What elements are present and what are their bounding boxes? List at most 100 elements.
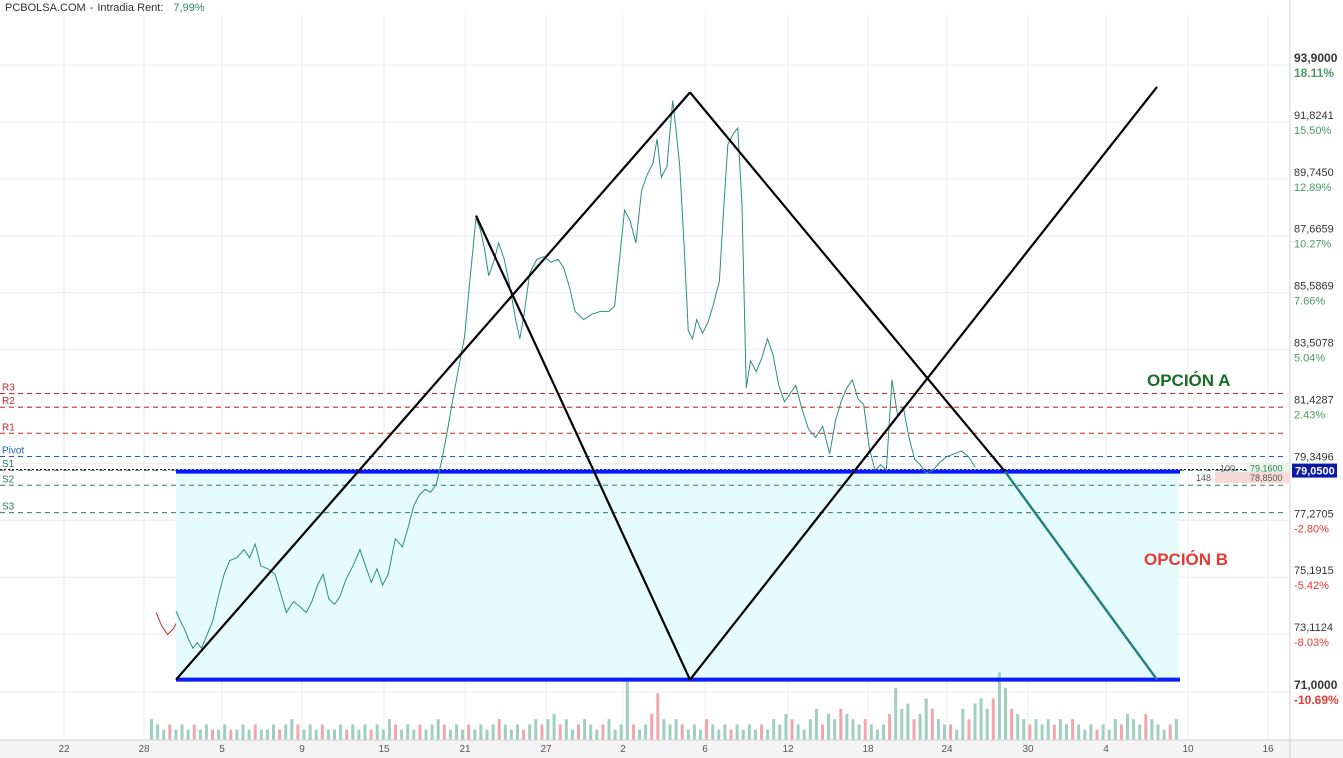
volume-bar [1156,724,1160,740]
pct-axis-label: 15.50% [1294,125,1332,137]
volume-bar [613,729,617,740]
volume-bar [503,724,507,740]
volume-bar [906,703,910,740]
volume-bar [1028,724,1032,740]
volume-bar [516,724,519,740]
volume-bar [717,729,721,740]
level-label-s3: S3 [2,502,15,513]
volume-bar [741,729,745,740]
volume-bar [278,729,282,740]
support-zone [176,471,1179,680]
price-axis-label: 71,0000 [1294,678,1338,692]
volume-bar [455,724,458,740]
volume-bar [302,729,306,740]
volume-bar [186,729,190,740]
volume-bar [955,729,959,740]
pivot-levels: R3 R2 R1 Pivot S1 S2 S3 [0,383,1285,682]
volume-bar [351,724,355,740]
level-label-s1: S1 [2,459,15,470]
volume-bar [839,708,843,740]
volume-bar [833,719,837,740]
volume-bar [784,714,788,740]
pattern-line-left-up [175,91,691,681]
volume-bar [735,724,739,740]
volume-bar [241,724,245,740]
volume-bar [570,729,574,740]
volume-bar [1089,724,1093,740]
volume-bar [204,724,208,740]
volume-bar [747,724,751,740]
volume-bar [912,719,916,740]
volume-bar [424,729,428,740]
volume-bar [595,729,599,740]
volume-bar [223,724,227,740]
volume-bar [381,729,385,740]
level-label-r2: R2 [2,396,15,407]
x-tick-label: 4 [1103,744,1109,755]
price-tag-left: 148 [1196,473,1211,483]
opcion-b-label: OPCIÓN B [1144,550,1228,569]
volume-bar [1022,719,1026,740]
volume-bar [1083,729,1087,740]
pct-axis-label: 5.04% [1294,353,1325,365]
volume-bar [924,698,928,740]
volume-bar [936,719,940,740]
volume-bar [961,708,965,740]
volume-bar [467,724,471,740]
volume-bar [827,714,831,740]
volume-bar [333,729,336,740]
volume-bar [448,729,452,740]
x-tick-label: 22 [58,744,70,755]
volume-bar [802,729,806,740]
volume-bar [253,724,257,740]
volume-bar [1065,724,1068,740]
volume-bar [412,729,416,740]
volume-bar [528,724,532,740]
price-tag-bg [1215,472,1289,484]
annotations: OPCIÓN A OPCIÓN B [1144,371,1230,569]
volume-bar [150,719,153,740]
volume-bar [705,719,709,740]
volume-bar [174,729,178,740]
current-price-tag [1292,463,1337,478]
volume-bar [577,724,580,740]
volume-bar [296,724,300,740]
price-tag-right: 79,1600 [1250,464,1283,474]
volume-bar [583,719,587,740]
x-tick-label: 16 [1262,744,1274,755]
volume-bar [1150,719,1154,740]
volume-bar [387,719,391,740]
volume-bar [711,724,715,740]
volume-bar [357,729,361,740]
x-tick-label: 12 [782,744,794,755]
volume-bar [1058,719,1062,740]
volume-bar [235,729,239,740]
volume-bar [778,724,782,740]
level-label-pivot: Pivot [2,446,24,457]
volume-bar [1095,729,1099,740]
volume-bar [497,719,501,740]
volume-bar [192,724,196,740]
volume-bar [558,724,562,740]
volume-bar [650,714,654,740]
volume-bar [320,724,324,740]
opcion-a-label: OPCIÓN A [1147,371,1230,390]
volume-bar [1034,719,1038,740]
volume-bar [522,729,526,740]
volume-bar [668,724,672,740]
volume-bar [259,729,263,740]
volume-bar [638,729,641,740]
volume-bar [400,729,404,740]
volume-bar [772,719,776,740]
price-axis-label: 79,3496 [1294,451,1334,463]
volume-bar [406,724,410,740]
volume-bar [479,724,483,740]
volume-bar [1174,719,1178,740]
volume-bar [442,724,446,740]
volume-bar [326,729,330,740]
header-separator: - [89,2,94,14]
projection-line [1004,470,1158,681]
pct-axis-label: -8.03% [1294,637,1329,649]
volume-bar [308,724,312,740]
